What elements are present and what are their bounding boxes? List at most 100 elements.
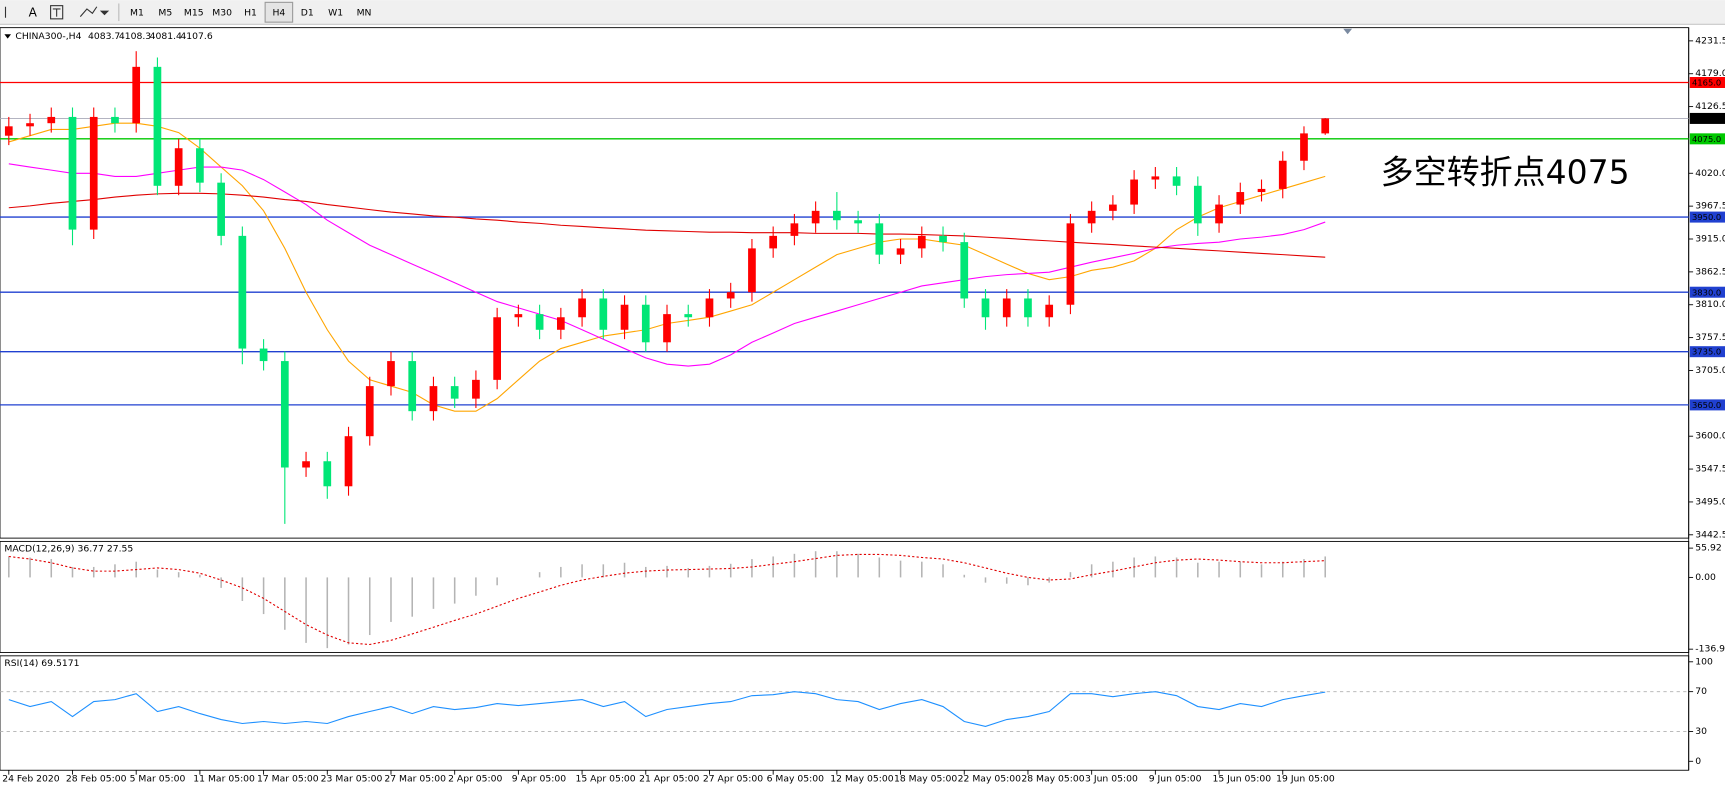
price-level-tag — [1689, 286, 1725, 298]
candle-body — [408, 361, 417, 412]
candle-body — [153, 66, 162, 186]
y-tick-label: 3547.5 — [1695, 464, 1725, 475]
timeframe-label[interactable]: W1 — [328, 7, 343, 18]
y-tick-label: 3442.5 — [1695, 529, 1725, 540]
candle-body — [833, 210, 841, 221]
y-tick-label: 3705.0 — [1695, 365, 1725, 376]
candle-body — [344, 436, 353, 487]
x-tick-label: 12 May 05:00 — [830, 774, 893, 785]
moving-average-line — [8, 163, 1326, 367]
timeframe-label[interactable]: MN — [357, 7, 372, 18]
timeframe-button[interactable] — [321, 2, 350, 23]
y-tick-label: 3915.0 — [1695, 234, 1725, 245]
candle-body — [1087, 210, 1096, 224]
candle-body — [47, 116, 56, 124]
candle-body — [620, 304, 629, 330]
candle-body — [1002, 298, 1011, 318]
timeframe-label[interactable]: D1 — [301, 7, 314, 18]
timeframe-button[interactable] — [179, 2, 208, 23]
x-tick-label: 9 Apr 05:00 — [512, 774, 566, 785]
x-tick-label: 15 Apr 05:00 — [575, 774, 635, 785]
rsi-line — [8, 691, 1326, 728]
ohlc-close: 4107.6 — [180, 31, 212, 42]
timeframe-label[interactable]: M30 — [212, 7, 232, 18]
timeframe-button[interactable] — [264, 1, 294, 23]
x-tick-label: 5 Mar 05:00 — [130, 774, 186, 785]
candle-body — [1278, 160, 1287, 189]
timeframe-button[interactable] — [208, 2, 236, 23]
x-tick-label: 21 Apr 05:00 — [639, 774, 699, 785]
timeframe-label[interactable]: H1 — [244, 7, 257, 18]
macd-signal-line — [8, 553, 1326, 646]
timeframe-label[interactable]: M5 — [158, 7, 172, 18]
candle-body — [854, 220, 862, 224]
candle-body — [769, 235, 778, 249]
y-tick-label: 3967.5 — [1695, 201, 1725, 212]
x-tick-label: 18 May 05:00 — [894, 774, 957, 785]
candle-body — [1321, 118, 1330, 134]
candle-body — [89, 116, 98, 230]
candle-body — [365, 386, 374, 437]
timeframe-label[interactable]: H4 — [272, 7, 285, 18]
timeframe-button[interactable] — [123, 2, 151, 23]
candle-body — [599, 298, 608, 330]
price-level-label: 4075.0 — [1692, 134, 1721, 144]
candle-body — [535, 314, 544, 330]
dropdown-arrow[interactable] — [99, 10, 110, 16]
current-price-label: 4107.6 — [1692, 113, 1721, 123]
candle-body — [1045, 304, 1054, 318]
candle-body — [387, 361, 395, 387]
y-tick-label: 3862.5 — [1695, 266, 1725, 277]
candle-body — [1172, 176, 1181, 186]
x-tick-label: 27 Mar 05:00 — [384, 774, 446, 785]
candle-body — [302, 461, 310, 468]
toolbar-icons — [4, 3, 120, 22]
y-tick-label: 0.00 — [1695, 572, 1716, 583]
timeframe-label[interactable]: M15 — [184, 7, 204, 18]
x-tick-label: 28 May 05:00 — [1021, 774, 1084, 785]
timeframe-button[interactable] — [236, 2, 265, 23]
candle-body — [1257, 188, 1266, 193]
ohlc-open: 4083.7 — [88, 31, 120, 42]
x-tick-label: 17 Mar 05:00 — [257, 774, 319, 785]
x-tick-label: 27 Apr 05:00 — [703, 774, 763, 785]
panel-title: MACD(12,26,9) 36.77 27.55 — [4, 544, 133, 555]
y-tick-label: 30 — [1695, 726, 1707, 737]
ohlc-high: 4108.3 — [119, 31, 151, 42]
candle-body — [26, 123, 34, 127]
timeframe-button[interactable] — [151, 2, 180, 23]
candle-body — [917, 235, 926, 249]
objects-icon[interactable] — [79, 6, 98, 18]
candle-body — [939, 235, 947, 243]
candle-body — [684, 314, 693, 318]
candle-body — [111, 116, 119, 124]
y-tick-label: -136.98 — [1695, 644, 1725, 655]
panel-title: RSI(14) 69.5171 — [4, 658, 79, 669]
x-tick-label: 2 Apr 05:00 — [448, 774, 502, 785]
symbol-menu-arrow[interactable] — [4, 34, 12, 39]
candle-body — [896, 248, 905, 255]
timeframe-button[interactable] — [350, 2, 378, 23]
candle-body — [514, 314, 523, 318]
x-tick-label: 22 May 05:00 — [958, 774, 1021, 785]
timeframe-label[interactable]: M1 — [130, 7, 144, 18]
price-level-tag — [1689, 399, 1725, 411]
candle-body — [132, 66, 141, 124]
y-tick-label: 3495.0 — [1695, 496, 1725, 507]
price-level-tag — [1689, 346, 1725, 358]
candle-body — [1024, 298, 1032, 318]
chart-shift-marker — [1343, 28, 1353, 35]
candle-body — [748, 248, 756, 293]
text-label-icon[interactable] — [50, 5, 64, 20]
timeframe-button[interactable] — [293, 2, 322, 23]
candle-body — [981, 298, 990, 318]
price-level-tag — [1689, 76, 1725, 88]
candle-body — [1109, 204, 1117, 211]
candle-body — [1236, 192, 1245, 205]
candle-body — [174, 148, 183, 186]
candle-body — [238, 235, 247, 349]
y-tick-label: 4020.0 — [1695, 168, 1725, 179]
text-tool[interactable]: A — [29, 5, 38, 19]
